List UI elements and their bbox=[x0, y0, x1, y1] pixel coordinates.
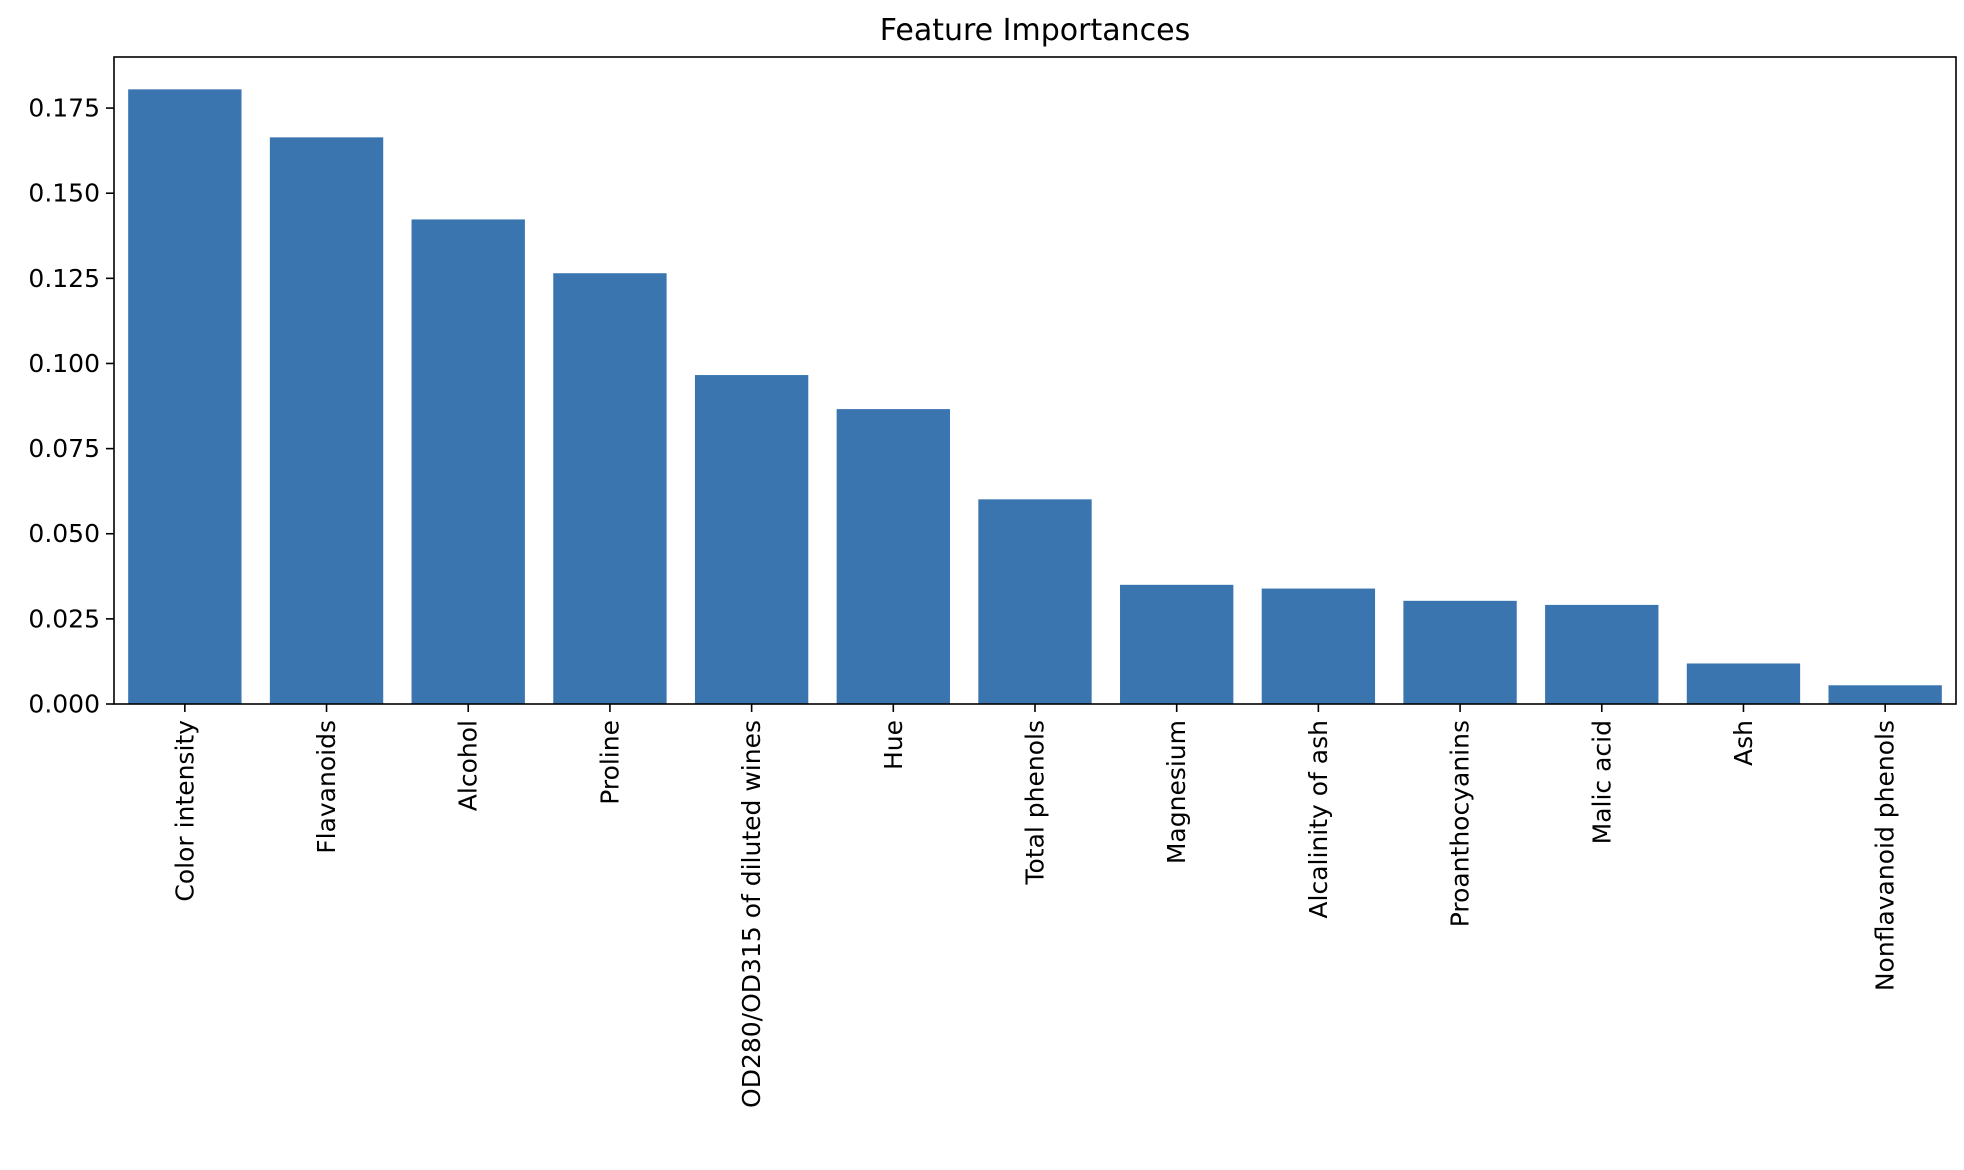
bar bbox=[1686, 663, 1801, 704]
bar bbox=[1828, 685, 1942, 704]
chart-title: Feature Importances bbox=[880, 13, 1190, 48]
bar bbox=[1261, 588, 1376, 704]
x-tick-label: Proline bbox=[595, 720, 624, 805]
y-tick-label: 0.025 bbox=[28, 604, 100, 633]
x-axis: Color intensity Flavanoids Alcohol Proline O… bbox=[170, 704, 1900, 1108]
x-tick-label: Total phenols bbox=[1021, 720, 1050, 886]
bar bbox=[978, 499, 1092, 704]
bar bbox=[269, 137, 384, 705]
bar bbox=[836, 409, 950, 704]
bar bbox=[411, 219, 525, 704]
y-tick-label: 0.175 bbox=[28, 94, 100, 123]
bar bbox=[128, 89, 242, 705]
x-tick-label: Magnesium bbox=[1162, 720, 1191, 864]
bar bbox=[553, 273, 667, 704]
x-tick-label: OD280/OD315 of diluted wines bbox=[737, 720, 766, 1108]
x-tick-label: Malic acid bbox=[1587, 720, 1616, 844]
x-tick-label: Alcohol bbox=[454, 720, 483, 811]
y-tick-label: 0.000 bbox=[28, 690, 100, 719]
x-tick-label: Hue bbox=[879, 720, 908, 770]
x-tick-label: Color intensity bbox=[170, 720, 199, 902]
bar bbox=[1120, 584, 1234, 704]
x-tick-label: Ash bbox=[1729, 720, 1758, 766]
y-axis: 0.000 0.025 0.050 0.075 0.100 0.125 0.150 0.175 bbox=[28, 94, 114, 719]
y-tick-label: 0.150 bbox=[28, 179, 100, 208]
x-tick-label: Proanthocyanins bbox=[1446, 720, 1475, 927]
x-tick-label: Nonflavanoid phenols bbox=[1871, 720, 1900, 991]
y-tick-label: 0.050 bbox=[28, 519, 100, 548]
bar bbox=[1403, 600, 1517, 704]
y-tick-label: 0.125 bbox=[28, 264, 100, 293]
plot-frame bbox=[113, 56, 1957, 705]
bars-group bbox=[128, 89, 1942, 705]
x-tick-label: Flavanoids bbox=[312, 720, 341, 854]
y-tick-label: 0.100 bbox=[28, 349, 100, 378]
x-tick-label: Alcalinity of ash bbox=[1304, 720, 1333, 919]
bar bbox=[1545, 604, 1659, 704]
bar bbox=[694, 375, 809, 704]
y-tick-label: 0.075 bbox=[28, 434, 100, 463]
